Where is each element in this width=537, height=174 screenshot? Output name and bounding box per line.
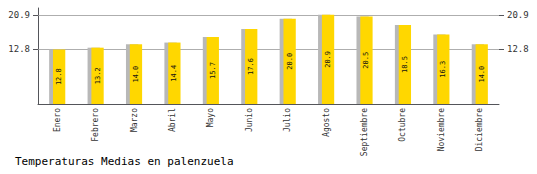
svg-text:Febrero: Febrero <box>91 108 100 142</box>
svg-text:20.5: 20.5 <box>362 52 370 69</box>
svg-text:Julio: Julio <box>283 108 292 132</box>
svg-text:20.9: 20.9 <box>324 51 332 68</box>
svg-text:Enero: Enero <box>53 108 62 132</box>
svg-text:14.0: 14.0 <box>478 66 486 83</box>
svg-text:16.3: 16.3 <box>439 61 447 78</box>
svg-text:Septiembre: Septiembre <box>360 108 369 156</box>
svg-text:Marzo: Marzo <box>130 108 139 132</box>
svg-text:14.4: 14.4 <box>170 65 178 82</box>
svg-text:Octubre: Octubre <box>398 108 407 142</box>
svg-text:12.8: 12.8 <box>8 44 30 54</box>
svg-text:Agosto: Agosto <box>322 108 331 137</box>
svg-text:14.0: 14.0 <box>132 66 140 83</box>
svg-text:20.9: 20.9 <box>507 10 529 20</box>
svg-text:Diciembre: Diciembre <box>475 108 484 152</box>
svg-text:12.8: 12.8 <box>507 44 529 54</box>
svg-text:12.8: 12.8 <box>55 68 63 85</box>
svg-text:Temperaturas Medias en palenzu: Temperaturas Medias en palenzuela <box>15 155 234 168</box>
svg-text:17.6: 17.6 <box>247 58 255 75</box>
svg-text:18.5: 18.5 <box>401 56 409 73</box>
svg-text:20.0: 20.0 <box>286 53 294 70</box>
svg-text:13.2: 13.2 <box>94 67 102 84</box>
svg-text:15.7: 15.7 <box>209 62 217 79</box>
svg-text:Abril: Abril <box>168 108 177 132</box>
svg-text:Noviembre: Noviembre <box>437 108 446 152</box>
svg-text:20.9: 20.9 <box>8 10 30 20</box>
svg-text:Junio: Junio <box>245 108 254 132</box>
svg-text:Mayo: Mayo <box>206 108 215 127</box>
